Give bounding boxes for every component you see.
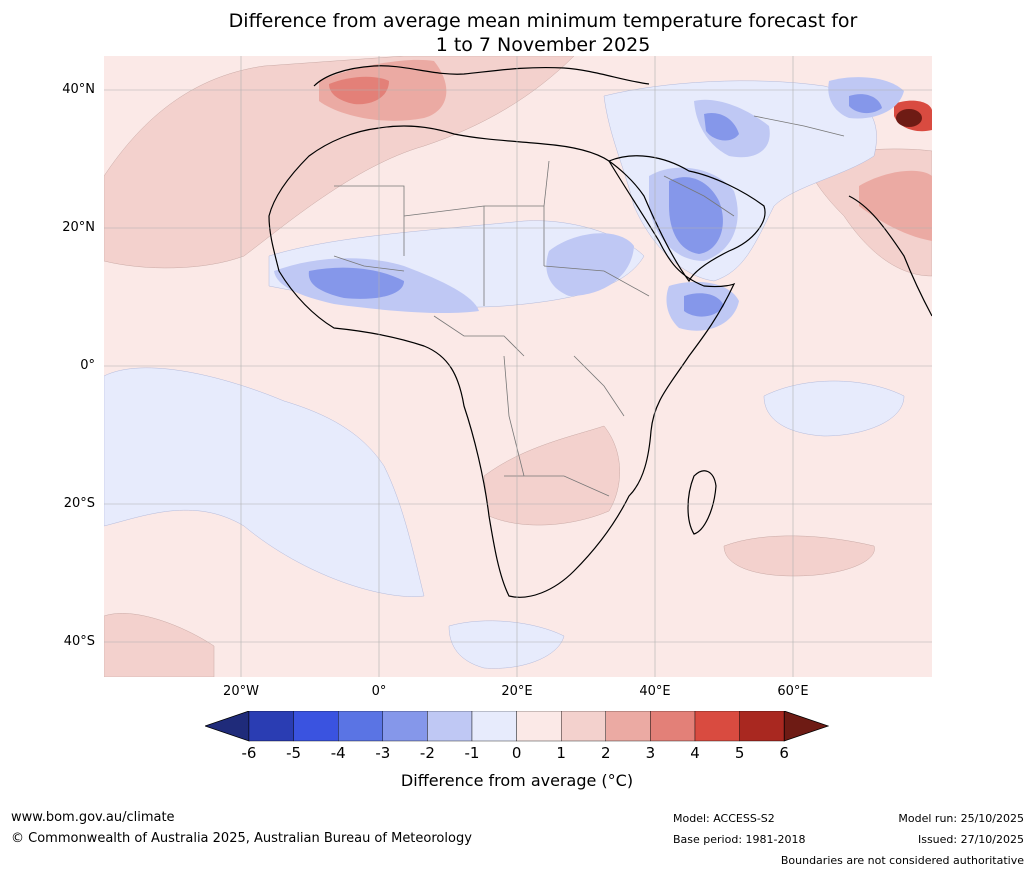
footer-model-run: Model run: 25/10/2025	[898, 812, 1024, 825]
colorbar-tick-label: 1	[556, 744, 566, 762]
warm-zone-southwest	[104, 613, 215, 677]
colorbar-box	[694, 711, 740, 742]
colorbar-box	[471, 711, 517, 742]
colorbar-tick-label: 6	[779, 744, 789, 762]
colorbar-box	[516, 711, 562, 742]
colorbar-tick-label: -5	[286, 744, 302, 762]
lon-label-20e: 20°E	[501, 684, 533, 699]
lon-label-60e: 60°E	[777, 684, 809, 699]
cool-zone-atlantic-south	[104, 367, 425, 597]
colorbar-tick-label: 3	[645, 744, 656, 762]
lat-label-40n: 40°N	[62, 82, 95, 97]
colorbar-box	[248, 711, 294, 742]
cool-zone-west-africa-minus3	[308, 267, 404, 299]
colorbar-box	[739, 711, 785, 742]
warm-zone-north-atlantic	[104, 56, 575, 269]
colorbar-tick-label: -4	[330, 744, 346, 762]
cool-zone-indian-ocean	[763, 380, 905, 437]
footer-disclaimer: Boundaries are not considered authoritat…	[780, 854, 1024, 867]
country-borders	[333, 115, 845, 497]
coastline-arabia	[607, 155, 766, 283]
title-line-2: 1 to 7 November 2025	[435, 34, 651, 56]
colorbar-box	[293, 711, 339, 742]
colorbar-tick-label: -1	[464, 744, 480, 762]
colorbar-box	[427, 711, 473, 742]
hot-zone-india	[859, 170, 932, 241]
hot-spot-himalaya	[896, 109, 922, 127]
cool-zone-central-asia-minus3	[849, 94, 882, 114]
lat-label-40s: 40°S	[63, 634, 95, 649]
forecast-map	[104, 56, 932, 677]
lon-label-40e: 40°E	[639, 684, 671, 699]
cool-zone-iran-minus3	[704, 112, 739, 141]
coastline-africa	[268, 125, 736, 598]
warm-zone-indian-ocean	[723, 535, 875, 577]
graticule	[104, 56, 932, 677]
colorbar-tick-label: -2	[419, 744, 435, 762]
title-line-1: Difference from average mean minimum tem…	[228, 10, 858, 32]
coastline-europe	[313, 65, 650, 87]
colorbar-arrow-low	[205, 711, 250, 742]
colorbar-tick-label: 5	[734, 744, 745, 762]
colorbar-arrow-high	[783, 711, 829, 742]
colorbar-label: Difference from average (°C)	[400, 771, 634, 790]
lon-label-0: 0°	[371, 684, 387, 699]
warm-zone-southern-africa	[483, 425, 620, 526]
colorbar-box	[650, 711, 696, 742]
coastline-madagascar	[687, 470, 717, 535]
colorbar-tick-label: 0	[511, 744, 522, 762]
lon-label-20w: 20°W	[223, 684, 259, 699]
footer-issued: Issued: 27/10/2025	[917, 833, 1024, 846]
colorbar-tick-label: 2	[601, 744, 611, 762]
footer-model: Model: ACCESS-S2	[673, 812, 775, 825]
lat-label-20s: 20°S	[63, 496, 95, 511]
cool-zone-horn-minus3	[684, 293, 724, 317]
colorbar-box	[605, 711, 651, 742]
colorbar-tick-label: -6	[241, 744, 257, 762]
cool-zone-sudan-minus2	[546, 233, 634, 296]
colorbar-box	[337, 711, 383, 742]
cool-zone-arabia-minus3	[669, 177, 723, 254]
lat-label-0: 0°	[80, 358, 95, 373]
footer-url: www.bom.gov.au/climate	[11, 810, 175, 825]
colorbar	[205, 711, 829, 742]
colorbar-box	[561, 711, 607, 742]
lat-label-20n: 20°N	[62, 220, 95, 235]
colorbar-box	[382, 711, 428, 742]
footer-copyright: © Commonwealth of Australia 2025, Austra…	[11, 831, 472, 846]
coastline-india	[848, 195, 932, 317]
cool-zone-south	[448, 620, 565, 669]
colorbar-tick-label: -3	[375, 744, 391, 762]
hot-zone-iberia-core	[329, 76, 389, 105]
colorbar-tick-label: 4	[690, 744, 700, 762]
footer-base-period: Base period: 1981-2018	[673, 833, 806, 846]
map-title: Difference from average mean minimum tem…	[104, 9, 982, 57]
